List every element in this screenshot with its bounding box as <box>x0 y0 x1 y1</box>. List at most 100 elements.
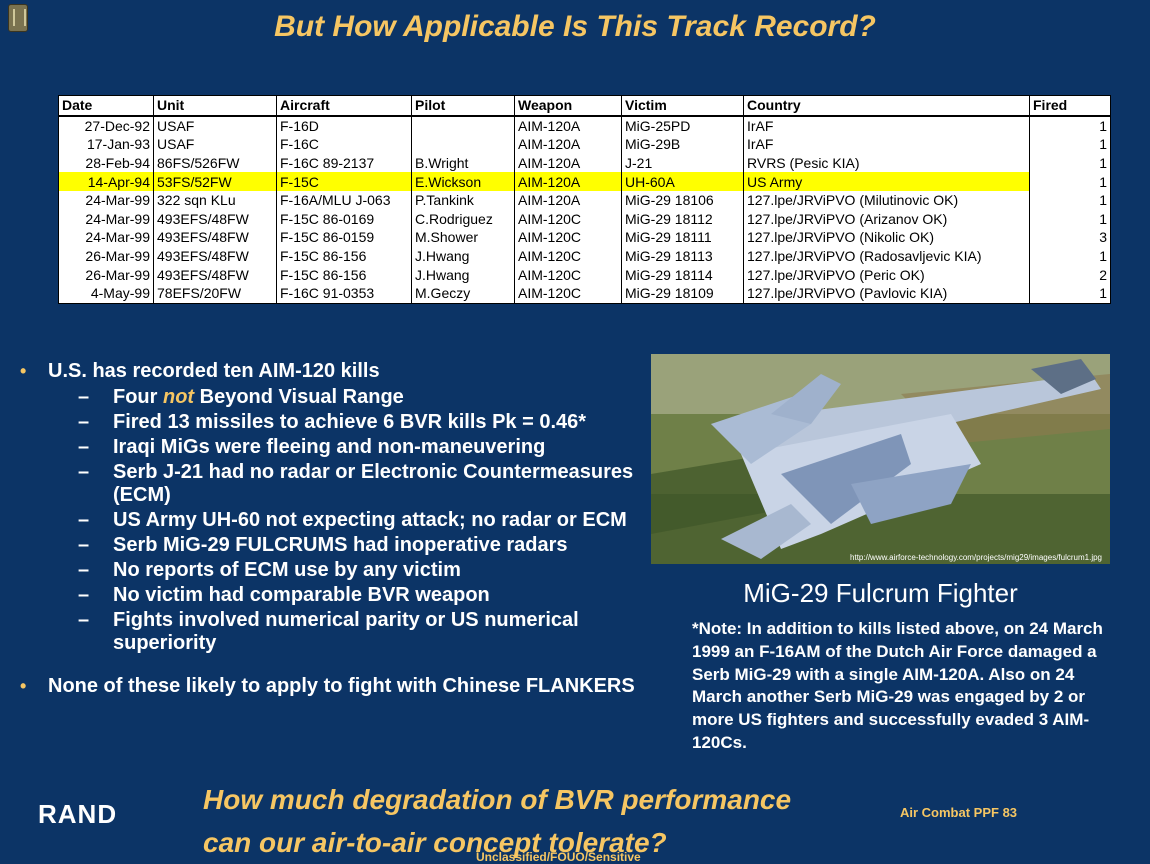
table-row: 14-Apr-94 53FS/52FW F-15C E.Wickson AIM-120A… <box>58 172 1111 191</box>
mig29-photo: http://www.airforce-technology.com/proje… <box>651 354 1110 564</box>
table-cell: M.Shower <box>411 228 515 247</box>
sub-bullet-item: – Fights involved numerical parity or US … <box>20 609 660 655</box>
table-cell: 4-May-99 <box>58 283 154 304</box>
dash-icon: – <box>78 559 90 581</box>
table-cell: 24-Mar-99 <box>58 228 154 247</box>
table-cell: 1 <box>1029 153 1111 173</box>
table-row: 28-Feb-94 86FS/526FW F-16C 89-2137 B.Wright… <box>58 153 1111 173</box>
photo-caption: MiG-29 Fulcrum Fighter <box>743 578 1018 608</box>
table-row: 4-May-99 78EFS/20FW F-16C 91-0353 M.Geczy AI… <box>58 283 1111 304</box>
sub-bullet-text: No reports of ECM use by any victim <box>113 559 461 581</box>
table-cell: RVRS (Pesic KIA) <box>743 153 1030 173</box>
column-header: Country <box>743 94 1030 117</box>
table-cell: 1 <box>1029 246 1111 266</box>
question-line-1: How much degradation of BVR performance <box>203 784 792 815</box>
table-cell: B.Wright <box>411 153 515 173</box>
table-cell: 1 <box>1029 209 1111 229</box>
sub-bullet-text: Fired 13 missiles to achieve 6 BVR kills… <box>113 411 587 433</box>
table-cell: AIM-120A <box>514 190 622 210</box>
table-cell: 1 <box>1029 172 1111 191</box>
sub-bullet-text: US Army UH-60 not expecting attack; no r… <box>113 509 627 531</box>
sub-bullet-text: Serb MiG-29 FULCRUMS had inoperative rad… <box>113 534 568 556</box>
dash-icon: – <box>78 584 90 606</box>
table-row: 24-Mar-99 493EFS/48FW F-15C 86-0169 C.Rodri… <box>58 209 1111 229</box>
table-cell: MiG-29 18113 <box>621 246 744 266</box>
slide-title: But How Applicable Is This Track Record? <box>274 10 876 43</box>
question-line-2: can our air-to-air concept tolerate? <box>203 827 667 858</box>
column-header: Aircraft <box>276 94 412 117</box>
table-cell: AIM-120C <box>514 228 622 247</box>
table-cell: US Army <box>743 172 1030 191</box>
table-cell: MiG-29 18109 <box>621 283 744 304</box>
bullet-text: None of these likely to apply to fight w… <box>48 675 635 697</box>
bullet-text: U.S. has recorded ten AIM-120 kills <box>48 360 380 382</box>
sub-bullet-text: Serb J-21 had no radar or Electronic Cou… <box>113 461 634 506</box>
table-header-row: Date Unit Aircraft Pilot Weapon Victim Country… <box>58 94 1111 117</box>
table-cell: MiG-29B <box>621 135 744 154</box>
footnote: *Note: In addition to kills listed above… <box>692 619 1103 752</box>
table-cell: C.Rodriguez <box>411 209 515 229</box>
dash-icon: – <box>78 436 90 458</box>
table-cell: 1 <box>1029 190 1111 210</box>
table-cell: USAF <box>153 135 277 154</box>
table-cell: AIM-120A <box>514 115 622 136</box>
table-cell: 53FS/52FW <box>153 172 277 191</box>
dash-icon: – <box>78 534 90 556</box>
table-cell: 127.lpe/JRViPVO (Radosavljevic KIA) <box>743 246 1030 266</box>
table-cell: AIM-120A <box>514 153 622 173</box>
table-cell: 27-Dec-92 <box>58 115 154 136</box>
table-cell: 86FS/526FW <box>153 153 277 173</box>
table-cell: F-15C 86-156 <box>276 265 412 284</box>
sub-bullet-item: – Serb J-21 had no radar or Electronic Co… <box>20 461 660 507</box>
table-cell: J.Hwang <box>411 265 515 284</box>
table-cell: 3 <box>1029 228 1111 247</box>
table-cell: AIM-120A <box>514 172 622 191</box>
table-cell: F-16C 91-0353 <box>276 283 412 304</box>
table-cell <box>411 135 515 154</box>
table-row: 24-Mar-99 493EFS/48FW F-15C 86-0159 M.Showe… <box>58 228 1111 247</box>
dash-icon: – <box>78 411 90 433</box>
table-cell: AIM-120C <box>514 283 622 304</box>
table-row: 24-Mar-99 322 sqn KLu F-16A/MLU J-063 P.Tan… <box>58 190 1111 210</box>
column-header: Pilot <box>411 94 515 117</box>
column-header: Unit <box>153 94 277 117</box>
dash-icon: – <box>78 386 90 408</box>
table-cell: E.Wickson <box>411 172 515 191</box>
table-cell: M.Geczy <box>411 283 515 304</box>
table-cell: P.Tankink <box>411 190 515 210</box>
table-cell: 26-Mar-99 <box>58 265 154 284</box>
table-cell: J-21 <box>621 153 744 173</box>
table-row: 26-Mar-99 493EFS/48FW F-15C 86-156 J.Hwang A… <box>58 246 1111 266</box>
table-cell: 322 sqn KLu <box>153 190 277 210</box>
dash-icon: – <box>78 609 90 631</box>
sub-bullet-item: – US Army UH-60 not expecting attack; no … <box>20 509 660 532</box>
table-cell: IrAF <box>743 135 1030 154</box>
table-cell: USAF <box>153 115 277 136</box>
sub-bullet-item: – Four not Beyond Visual Range <box>20 386 660 409</box>
sub-bullet-item: – No reports of ECM use by any victim <box>20 559 660 582</box>
dash-icon: – <box>78 509 90 531</box>
column-header: Weapon <box>514 94 622 117</box>
sub-bullet-item: – No victim had comparable BVR weapon <box>20 584 660 607</box>
table-cell: 78EFS/20FW <box>153 283 277 304</box>
column-header: Victim <box>621 94 744 117</box>
classification-label: Unclassified/FOUO/Sensitive <box>476 850 641 864</box>
bullet-dot-icon: • <box>20 676 27 696</box>
table-row: 26-Mar-99 493EFS/48FW F-15C 86-156 J.Hwang A… <box>58 265 1111 284</box>
table-cell: MiG-29 18111 <box>621 228 744 247</box>
rand-logo: RAND <box>38 799 118 829</box>
table-cell: F-15C 86-0169 <box>276 209 412 229</box>
table-cell: 28-Feb-94 <box>58 153 154 173</box>
document-icon <box>8 4 28 32</box>
table-cell: UH-60A <box>621 172 744 191</box>
table-cell: 127.lpe/JRViPVO (Arizanov OK) <box>743 209 1030 229</box>
table-cell: 493EFS/48FW <box>153 265 277 284</box>
table-cell: 24-Mar-99 <box>58 190 154 210</box>
table-cell: F-15C 86-156 <box>276 246 412 266</box>
table-cell: 127.lpe/JRViPVO (Pavlovic KIA) <box>743 283 1030 304</box>
table-cell: AIM-120C <box>514 265 622 284</box>
bullet-dot-icon: • <box>20 361 27 381</box>
table-cell: F-15C 86-0159 <box>276 228 412 247</box>
sub-bullet-item: – Iraqi MiGs were fleeing and non-maneuve… <box>20 436 660 459</box>
table-cell: MiG-29 18114 <box>621 265 744 284</box>
